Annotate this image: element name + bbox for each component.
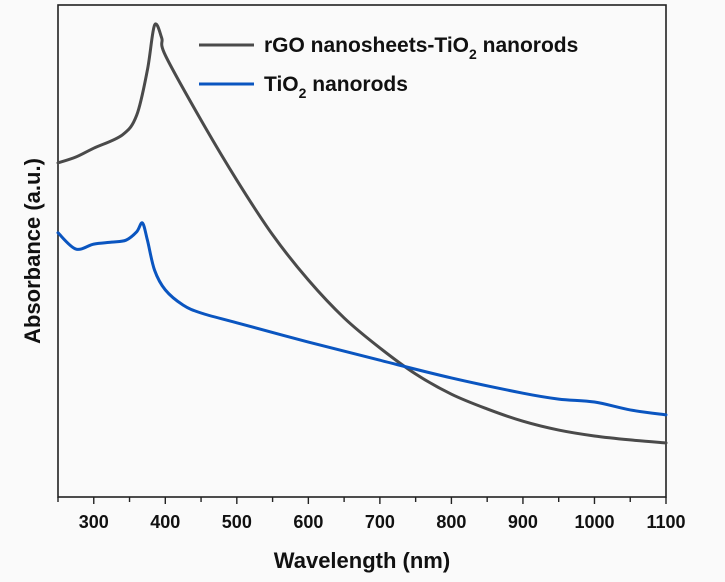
x-tick-label: 900 [508,512,538,532]
x-tick-label: 300 [79,512,109,532]
series-line-1 [56,221,668,417]
x-tick-label: 400 [150,512,180,532]
legend-label-main: TiO [264,73,299,96]
legend-label-subscript: 2 [299,85,307,101]
x-tick-label: 700 [365,512,395,532]
legend-label-main: rGO nanosheets-TiO [264,34,469,57]
y-axis-title: Absorbance (a.u.) [20,158,45,344]
x-tick-label: 1000 [574,512,614,532]
x-axis-title: Wavelength (nm) [274,548,450,573]
legend-label-0: rGO nanosheets-TiO2 nanorods [264,34,578,62]
x-tick-label: 800 [436,512,466,532]
legend-label-subscript: 2 [469,46,477,62]
x-tick-label: 600 [293,512,323,532]
x-axis-ticks [57,497,667,504]
x-tick-label: 500 [222,512,252,532]
legend-label-tail: nanorods [306,73,408,96]
plot-frame [57,4,667,498]
series-layer [56,22,668,445]
legend-label-tail: nanorods [477,34,579,57]
x-axis-tick-labels: 300 400 500 600 700 800 900 1000 1100 [79,512,686,532]
series-line-0 [56,22,668,445]
x-tick-label: 1100 [646,512,685,532]
legend-label-1: TiO2 nanorods [264,73,408,101]
